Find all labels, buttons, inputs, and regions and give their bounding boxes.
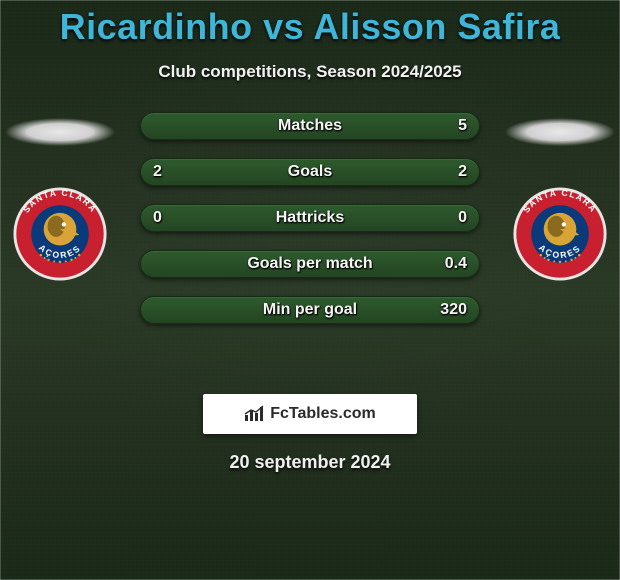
stat-left-value: 0: [153, 209, 193, 227]
stat-row-goals-per-match: Goals per match 0.4: [140, 250, 480, 278]
subtitle: Club competitions, Season 2024/2025: [0, 62, 620, 82]
santa-clara-crest-icon: SANTA CLARA AÇORES: [512, 186, 608, 282]
stat-left-value: 2: [153, 163, 193, 181]
santa-clara-crest-icon: SANTA CLARA AÇORES: [12, 186, 108, 282]
stat-row-matches: Matches 5: [140, 112, 480, 140]
player-left-column: SANTA CLARA AÇORES: [0, 112, 120, 282]
club-badge-right: SANTA CLARA AÇORES: [512, 186, 608, 282]
page-title: Ricardinho vs Alisson Safira: [0, 0, 620, 48]
player-right-column: SANTA CLARA AÇORES: [500, 112, 620, 282]
stat-right-value: 0: [427, 209, 467, 227]
club-badge-left: SANTA CLARA AÇORES: [12, 186, 108, 282]
stat-right-value: 320: [427, 301, 467, 319]
stat-right-value: 5: [427, 117, 467, 135]
stat-row-goals: 2 Goals 2: [140, 158, 480, 186]
player-left-silhouette: [5, 118, 115, 146]
stats-list: Matches 5 2 Goals 2 0 Hattricks 0 Goals …: [140, 112, 480, 324]
stat-right-value: 0.4: [427, 255, 467, 273]
watermark-text: FcTables.com: [270, 405, 376, 423]
player-right-silhouette: [505, 118, 615, 146]
stat-row-hattricks: 0 Hattricks 0: [140, 204, 480, 232]
stat-right-value: 2: [427, 163, 467, 181]
watermark-badge: FcTables.com: [203, 394, 417, 434]
comparison-card: Ricardinho vs Alisson Safira Club compet…: [0, 0, 620, 580]
stat-row-min-per-goal: Min per goal 320: [140, 296, 480, 324]
comparison-arena: SANTA CLARA AÇORES S: [0, 112, 620, 372]
bar-chart-icon: [244, 405, 266, 423]
date-line: 20 september 2024: [0, 452, 620, 473]
